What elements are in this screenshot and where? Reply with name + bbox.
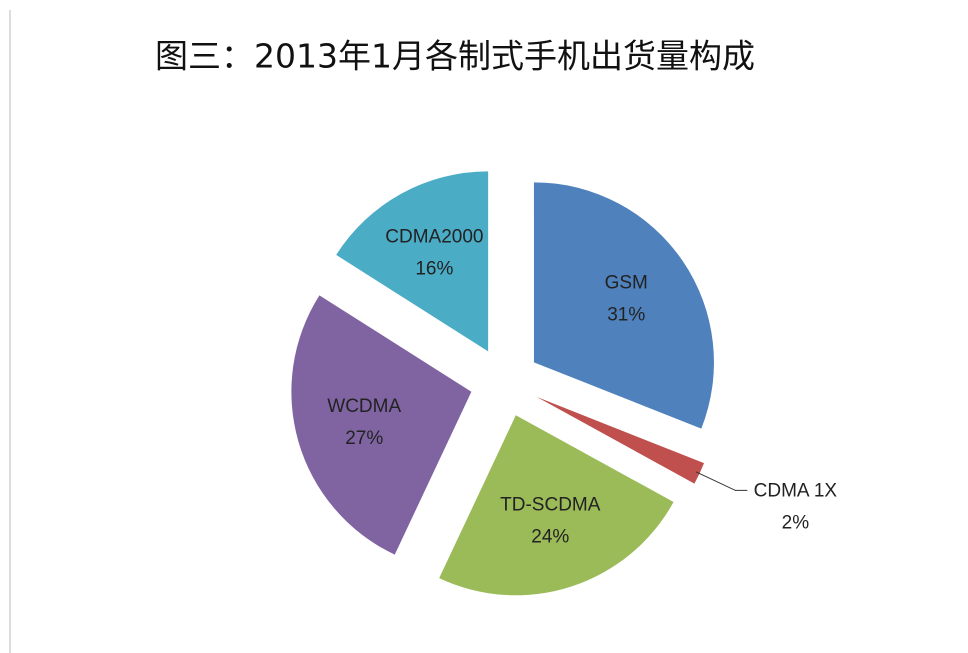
pie-slice: [291, 295, 472, 555]
pie-slice: [533, 182, 714, 429]
slice-value-label: 16%: [415, 259, 453, 280]
slice-label: CDMA2000: [385, 227, 483, 248]
leader-line: [695, 471, 748, 491]
slice-label: CDMA 1X: [754, 480, 838, 501]
pie-slice: [336, 171, 489, 352]
slice-value-label: 27%: [345, 428, 383, 449]
slice-value-label: 31%: [607, 305, 645, 326]
chart-title: 图三：2013年1月各制式手机出货量构成: [155, 37, 755, 76]
slice-label: GSM: [605, 273, 648, 294]
slice-label: WCDMA: [327, 396, 401, 417]
pie-slice: [439, 415, 674, 596]
slice-value-label: 2%: [782, 512, 810, 533]
slice-label: TD-SCDMA: [500, 494, 601, 515]
slice-value-label: 24%: [531, 526, 569, 547]
pie-slice: [536, 396, 705, 484]
